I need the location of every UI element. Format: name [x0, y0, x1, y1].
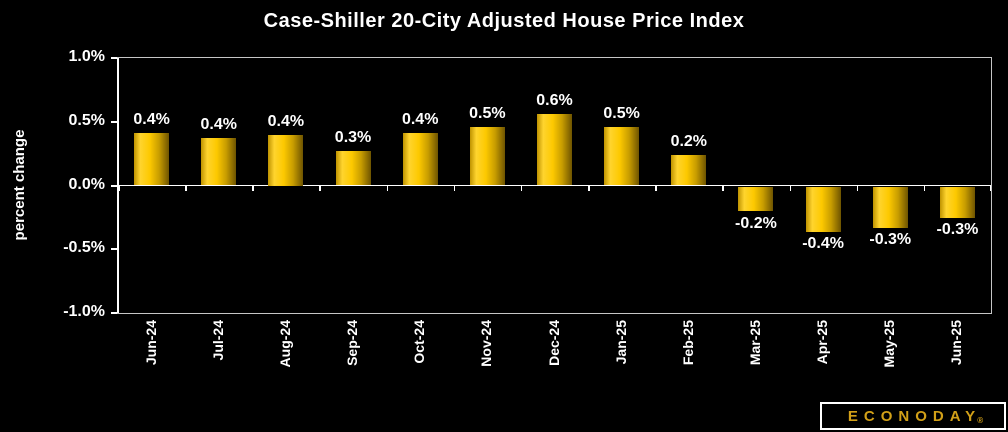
y-axis-tick-label: 1.0%	[68, 48, 105, 65]
y-axis-tick	[111, 120, 117, 123]
econoday-logo: ECONODAY ®	[820, 402, 1006, 430]
x-axis-tick	[655, 185, 657, 191]
bar	[134, 133, 170, 186]
x-axis-tick-label: Nov-24	[478, 320, 495, 367]
x-axis-tick	[386, 185, 389, 191]
y-axis-tick-label: -1.0%	[63, 303, 105, 320]
x-axis-tick-label: Jun-24	[142, 320, 159, 366]
bar-value-label: 0.4%	[133, 111, 170, 129]
x-axis-tick	[856, 185, 859, 191]
bar-value-label: -0.2%	[735, 214, 777, 232]
x-axis-tick	[118, 185, 120, 191]
x-axis-tick-label: Feb-25	[679, 320, 696, 366]
bar	[671, 154, 707, 186]
x-axis-tick-label: Apr-25	[814, 320, 831, 365]
bar	[738, 187, 774, 212]
x-axis-tick-label: Jan-25	[612, 320, 629, 365]
y-axis-title: percent change	[11, 129, 28, 241]
bar-value-label: -0.3%	[936, 221, 979, 239]
x-axis-tick	[789, 185, 792, 191]
bar-value-label: 0.4%	[401, 111, 439, 129]
y-axis-tick-label: 0.0%	[68, 175, 105, 193]
x-axis-tick-label: Dec-24	[545, 320, 562, 366]
y-axis-tick-label: -0.5%	[63, 239, 105, 257]
bar	[872, 187, 908, 228]
x-axis-tick	[989, 185, 991, 191]
x-axis-tick-label: Aug-24	[276, 320, 293, 368]
x-axis-tick-label: Mar-25	[746, 320, 763, 366]
y-axis-tick	[111, 184, 117, 187]
x-axis-tick	[588, 185, 590, 191]
bar	[805, 187, 841, 232]
plot-area: 0.4% 0.4% 0.4% 0.3% 0.4% 0.5% 0.6% 0.5% 0.2% -0.2…	[111, 57, 992, 314]
x-axis-tick	[923, 185, 926, 191]
x-axis-tick-label: Sep-24	[344, 320, 361, 366]
x-axis-tick	[252, 185, 254, 191]
bar-value-label: 0.5%	[469, 104, 506, 122]
econoday-logo-text: ECONODAY	[847, 407, 982, 425]
bar	[335, 151, 371, 186]
x-axis-tick-label: Jun-25	[948, 320, 965, 366]
bar	[469, 126, 505, 186]
bar-value-label: 0.3%	[334, 129, 372, 147]
x-axis-tick	[453, 185, 456, 191]
bar-value-label: -0.4%	[802, 235, 844, 253]
y-axis-tick	[111, 248, 117, 251]
x-axis-tick-label: Oct-24	[411, 320, 428, 364]
bar-value-label: 0.4%	[200, 116, 237, 134]
bar	[604, 126, 640, 186]
bar-value-label: 0.4%	[267, 112, 305, 130]
bar-value-label: 0.6%	[536, 92, 573, 110]
bar	[537, 114, 572, 186]
x-axis-tick-label: Jul-24	[209, 320, 226, 361]
y-axis-tick	[111, 57, 117, 59]
bar-value-label: -0.3%	[869, 231, 912, 249]
bar	[939, 187, 975, 218]
bar	[201, 138, 237, 186]
bar	[268, 134, 304, 186]
y-axis-tick-label: 0.5%	[68, 111, 105, 129]
x-axis-tick-label: May-25	[881, 320, 898, 368]
registered-trademark-icon: ®	[977, 416, 984, 425]
bar-value-label: 0.5%	[603, 104, 640, 122]
x-axis-tick	[722, 185, 724, 191]
bar	[402, 133, 438, 186]
x-axis-tick	[319, 185, 321, 191]
x-axis-tick	[520, 185, 523, 191]
x-axis-tick	[185, 185, 187, 191]
chart-title: Case-Shiller 20-City Adjusted House Pric…	[263, 10, 745, 32]
bar-value-label: 0.2%	[670, 132, 708, 150]
y-axis-tick	[111, 312, 117, 314]
